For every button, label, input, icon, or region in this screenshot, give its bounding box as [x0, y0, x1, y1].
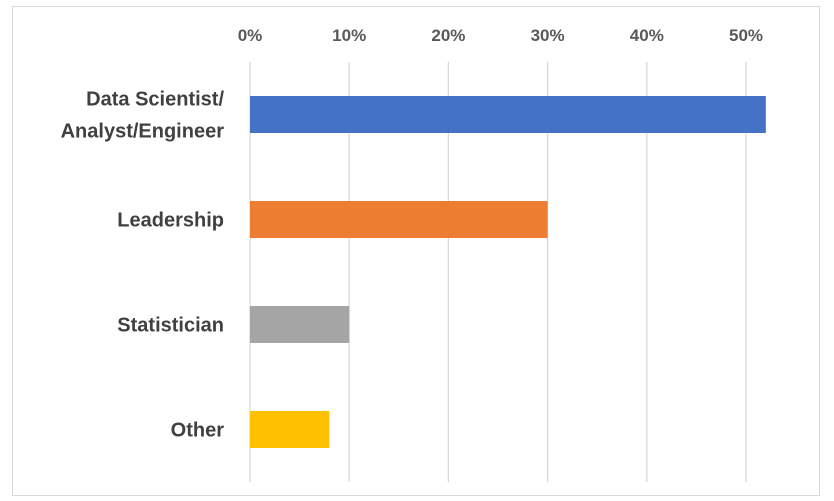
- category-label-3-0: Other: [171, 420, 225, 442]
- bar-1: [250, 201, 548, 238]
- category-label-2-0: Statistician: [117, 315, 224, 337]
- x-tick-label-40: 40%: [630, 26, 664, 45]
- x-tick-label-20: 20%: [431, 26, 465, 45]
- bar-3: [250, 411, 330, 448]
- category-label-1-0: Leadership: [117, 210, 224, 232]
- x-tick-label-10: 10%: [332, 26, 366, 45]
- bar-0: [250, 96, 766, 133]
- chart-frame: [12, 6, 820, 496]
- category-label-0-0: Data Scientist/: [86, 89, 224, 111]
- category-label-0-1: Analyst/Engineer: [61, 121, 225, 143]
- x-tick-label-30: 30%: [531, 26, 565, 45]
- bar-2: [250, 306, 350, 343]
- x-tick-label-50: 50%: [729, 26, 763, 45]
- x-tick-label-0: 0%: [238, 26, 263, 45]
